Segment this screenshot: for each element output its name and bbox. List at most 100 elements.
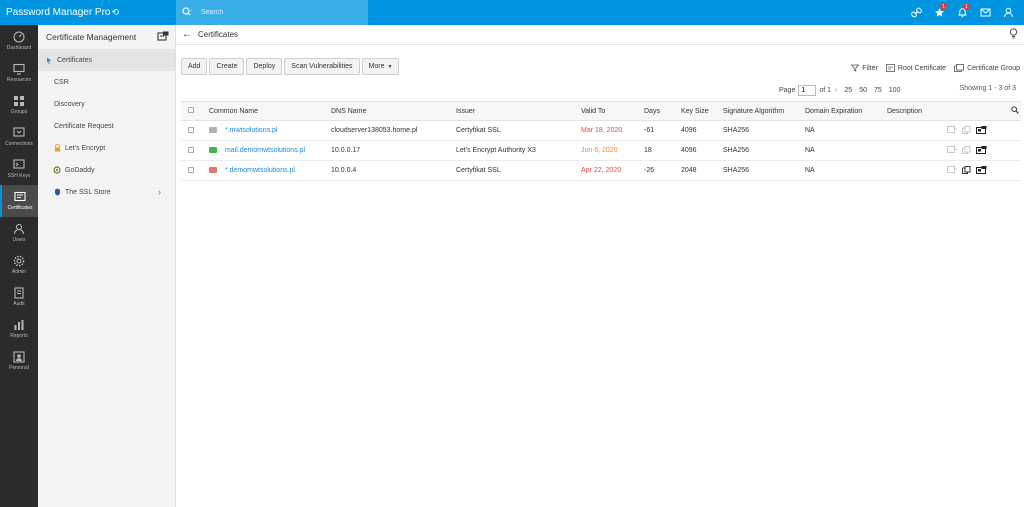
column-key-size[interactable]: Key Size bbox=[681, 107, 709, 115]
nav-resources[interactable]: Resources bbox=[0, 57, 38, 89]
common-name-link[interactable]: *.mwtsolutions.pl bbox=[224, 127, 278, 134]
email-certificate-icon[interactable] bbox=[947, 126, 957, 135]
toolbar-right: Filter Root Certificate Certificate Grou… bbox=[843, 64, 1020, 72]
certificate-group-icon bbox=[954, 64, 964, 72]
sidebar-item-certificates[interactable]: Certificates bbox=[38, 49, 175, 71]
new-certificate-icon[interactable] bbox=[157, 31, 169, 43]
page-number-input[interactable] bbox=[798, 85, 817, 96]
filter-button[interactable]: Filter bbox=[851, 64, 878, 72]
groups-icon bbox=[14, 96, 24, 106]
deploy-button[interactable]: Deploy bbox=[246, 58, 283, 75]
certificate-group-button[interactable]: Certificate Group bbox=[954, 64, 1020, 72]
certificate-details-icon[interactable] bbox=[976, 165, 987, 176]
page-header: ← Certificates bbox=[176, 25, 1024, 45]
nav-reports[interactable]: Reports bbox=[0, 313, 38, 345]
sidebar-title: Certificate Management bbox=[46, 32, 137, 42]
sidebar-item-csr[interactable]: CSR bbox=[38, 71, 175, 93]
copy-certificate-icon[interactable] bbox=[962, 145, 971, 156]
sidebar-item-label: Certificates bbox=[57, 56, 93, 64]
certificate-status-icon bbox=[209, 167, 217, 174]
users-icon bbox=[13, 223, 25, 235]
dns-name-cell: 10.0.0.17 bbox=[331, 147, 361, 154]
mail-icon[interactable] bbox=[974, 0, 997, 25]
next-page-icon[interactable]: › bbox=[835, 87, 838, 94]
nav-certificates[interactable]: Certificates bbox=[0, 185, 38, 217]
key-size-cell: 4096 bbox=[681, 127, 697, 134]
signature-algorithm-cell: SHA256 bbox=[723, 167, 750, 174]
page-of-label: of 1 bbox=[819, 87, 832, 94]
lightbulb-icon[interactable] bbox=[1009, 28, 1018, 41]
sidebar-item-certificate-request[interactable]: Certificate Request bbox=[38, 115, 175, 137]
app-logo[interactable]: Password Manager Pro ⟲ bbox=[0, 0, 176, 25]
star-notification-icon[interactable]: 1 bbox=[928, 0, 951, 25]
domain-expiration-cell: NA bbox=[805, 167, 815, 174]
column-valid-to[interactable]: Valid To bbox=[581, 107, 606, 115]
link-icon[interactable] bbox=[905, 0, 928, 25]
more-button[interactable]: More ▼ bbox=[361, 58, 400, 75]
row-checkbox[interactable] bbox=[188, 166, 194, 173]
sidebar-item-ssl-store[interactable]: The SSL Store › bbox=[38, 181, 175, 203]
scan-vulnerabilities-button[interactable]: Scan Vulnerabilities bbox=[284, 58, 360, 75]
sidebar-item-discovery[interactable]: Discovery bbox=[38, 93, 175, 115]
row-actions bbox=[947, 145, 1017, 156]
gear-icon bbox=[13, 255, 25, 267]
column-common-name[interactable]: Common Name bbox=[209, 107, 259, 115]
search-input[interactable] bbox=[201, 9, 351, 16]
dns-name-cell: 10.0.0.4 bbox=[331, 167, 357, 174]
common-name-link[interactable]: mail.demomwtsolutions.pl bbox=[224, 147, 306, 154]
key-size-cell: 2048 bbox=[681, 167, 697, 174]
sidebar-item-godaddy[interactable]: GoDaddy bbox=[38, 159, 175, 181]
row-checkbox[interactable] bbox=[188, 146, 194, 153]
user-icon[interactable] bbox=[997, 0, 1020, 25]
nav-admin[interactable]: Admin bbox=[0, 249, 38, 281]
email-certificate-icon[interactable] bbox=[947, 166, 957, 175]
toolbar: Add Create Deploy Scan Vulnerabilities M… bbox=[181, 58, 401, 75]
nav-audit[interactable]: Audit bbox=[0, 281, 38, 313]
certificate-details-icon[interactable] bbox=[976, 145, 987, 156]
page-size-25[interactable]: 25 bbox=[844, 87, 853, 94]
certificate-details-icon[interactable] bbox=[976, 125, 987, 136]
back-arrow-icon[interactable]: ← bbox=[182, 29, 192, 40]
nav-groups[interactable]: Groups bbox=[0, 89, 38, 121]
column-issuer[interactable]: Issuer bbox=[456, 107, 476, 115]
more-label: More bbox=[368, 63, 385, 70]
select-all-checkbox[interactable] bbox=[188, 107, 194, 113]
column-dns-name[interactable]: DNS Name bbox=[331, 107, 367, 115]
row-checkbox[interactable] bbox=[188, 126, 194, 133]
main-nav: Dashboard Resources Groups Connections S… bbox=[0, 25, 38, 507]
sidebar-item-lets-encrypt[interactable]: Let's Encrypt bbox=[38, 137, 175, 159]
column-signature-algorithm[interactable]: Signature Algorithm bbox=[723, 107, 785, 115]
add-button[interactable]: Add bbox=[181, 58, 208, 75]
copy-certificate-icon[interactable] bbox=[962, 125, 971, 136]
key-size-cell: 4096 bbox=[681, 147, 697, 154]
copy-certificate-icon[interactable] bbox=[962, 165, 971, 176]
nav-users[interactable]: Users bbox=[0, 217, 38, 249]
page-size-75[interactable]: 75 bbox=[873, 87, 882, 94]
common-name-link[interactable]: *.demomwtsolutions.pl bbox=[224, 167, 295, 174]
page-size-100[interactable]: 100 bbox=[888, 87, 901, 94]
column-search-icon[interactable] bbox=[1011, 106, 1019, 116]
search-bar[interactable] bbox=[176, 0, 368, 25]
table-row[interactable]: *.mwtsolutions.pl cloudserver138053.home… bbox=[181, 121, 1021, 141]
nav-connections[interactable]: Connections bbox=[0, 121, 38, 153]
nav-ssh-keys[interactable]: SSH Keys bbox=[0, 153, 38, 185]
row-actions bbox=[947, 165, 1017, 176]
nav-personal[interactable]: Personal bbox=[0, 345, 38, 377]
table-row[interactable]: mail.demomwtsolutions.pl 10.0.0.17 Let's… bbox=[181, 141, 1021, 161]
email-certificate-icon[interactable] bbox=[947, 146, 957, 155]
nav-dashboard[interactable]: Dashboard bbox=[0, 25, 38, 57]
column-domain-expiration[interactable]: Domain Expiration bbox=[805, 107, 863, 115]
page-size-50[interactable]: 50 bbox=[859, 87, 867, 94]
main-content: ← Certificates Add Create Deploy Scan Vu… bbox=[176, 25, 1024, 507]
sidebar: Certificate Management Certificates CSR … bbox=[38, 25, 176, 507]
root-certificate-button[interactable]: Root Certificate bbox=[885, 64, 947, 72]
column-description[interactable]: Description bbox=[887, 107, 923, 115]
create-button[interactable]: Create bbox=[209, 58, 245, 75]
issuer-cell: Certyfikat SSL bbox=[456, 127, 501, 134]
domain-expiration-cell: NA bbox=[805, 127, 815, 134]
chevron-right-icon[interactable]: › bbox=[158, 187, 161, 197]
root-certificate-label: Root Certificate bbox=[897, 64, 947, 72]
table-row[interactable]: *.demomwtsolutions.pl 10.0.0.4 Certyfika… bbox=[181, 161, 1021, 181]
column-days[interactable]: Days bbox=[644, 107, 660, 115]
bell-icon[interactable]: 1 bbox=[951, 0, 974, 25]
